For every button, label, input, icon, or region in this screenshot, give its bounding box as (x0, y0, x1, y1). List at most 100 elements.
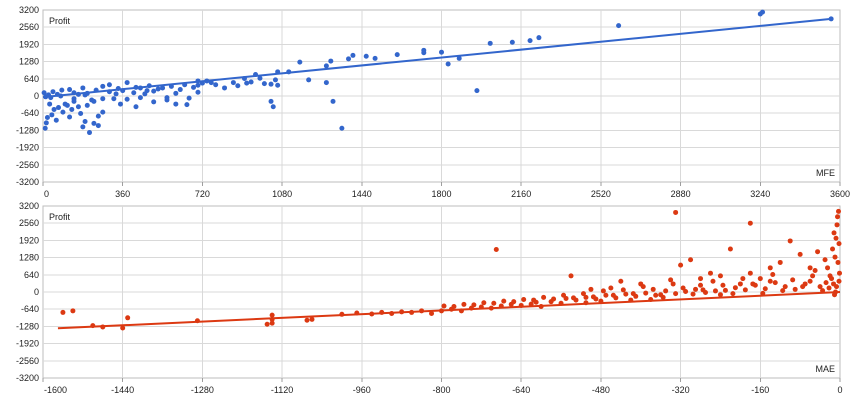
data-point (772, 280, 778, 286)
data-point (47, 101, 53, 107)
data-point (328, 58, 334, 64)
gridlines (43, 10, 840, 182)
data-point (650, 286, 656, 292)
gridlines (43, 206, 840, 378)
y-tick-label: -2560 (16, 356, 39, 366)
data-point (551, 296, 557, 302)
data-point (717, 273, 723, 279)
data-point (244, 80, 250, 86)
y-tick-label: -1920 (16, 143, 39, 153)
data-point (823, 280, 829, 286)
x-tick-marks (42, 378, 841, 382)
x-tick-label: 0 (837, 385, 842, 395)
data-point (78, 110, 84, 116)
data-point (155, 86, 161, 92)
data-point (51, 106, 57, 112)
data-point (429, 311, 435, 316)
data-point (825, 265, 831, 271)
data-point (698, 282, 704, 288)
x-tick-label: -960 (353, 385, 371, 395)
y-tick-label: 1280 (19, 57, 39, 67)
y-tick-label: 1920 (19, 235, 39, 245)
data-point (527, 38, 533, 44)
data-point (80, 85, 86, 91)
data-point (186, 95, 192, 101)
data-point (67, 87, 73, 93)
data-point (160, 85, 166, 91)
data-point (710, 278, 716, 284)
y-tick-label: 3200 (19, 5, 39, 15)
data-point (272, 77, 278, 83)
data-point (790, 277, 796, 283)
data-point (44, 115, 50, 120)
data-point (792, 286, 798, 292)
data-point (91, 120, 97, 126)
y-tick-label: 3200 (19, 201, 39, 211)
x-tick-label: -1600 (44, 385, 67, 395)
data-point (660, 294, 666, 300)
data-point (673, 209, 679, 215)
data-point (742, 287, 748, 293)
data-point (100, 96, 106, 102)
y-tick-labels: 3200 2560 1920 1280 640 0 -640 -1280 -1920 -2560 -… (16, 5, 39, 187)
data-point (767, 278, 773, 284)
x-axis-label: MAE (815, 364, 835, 374)
data-point (304, 317, 310, 323)
data-point (100, 83, 106, 89)
x-tick-label: -160 (751, 385, 769, 395)
x-tick-label: 1440 (352, 189, 372, 199)
y-tick-label: 640 (24, 270, 39, 280)
data-point (117, 101, 123, 107)
data-point (261, 81, 267, 87)
data-point (536, 35, 542, 41)
data-point (807, 278, 813, 284)
x-tick-label: 720 (195, 189, 210, 199)
x-tick-label: -1440 (111, 385, 134, 395)
data-point (698, 276, 704, 282)
data-point (509, 39, 515, 45)
data-point (71, 96, 77, 102)
data-point (668, 277, 674, 283)
data-point (64, 102, 70, 108)
data-point (67, 114, 73, 120)
data-point (474, 88, 480, 94)
x-axis-label: MFE (816, 168, 835, 178)
data-point (630, 291, 636, 297)
data-point (643, 290, 649, 296)
y-tick-label: -1280 (16, 321, 39, 331)
data-point (151, 99, 157, 105)
data-point (767, 265, 773, 271)
data-point (835, 259, 841, 265)
data-point (100, 109, 106, 115)
x-tick-label: 1800 (431, 189, 451, 199)
data-point (618, 278, 624, 284)
data-point (195, 82, 201, 88)
data-point (583, 294, 589, 300)
data-point (268, 98, 274, 104)
data-point (461, 301, 467, 307)
x-tick-label: 2520 (591, 189, 611, 199)
data-point (131, 90, 137, 96)
data-point (833, 235, 839, 241)
y-tick-label: 0 (34, 91, 39, 101)
y-axis-label: Profit (49, 16, 71, 26)
data-point (80, 124, 86, 130)
data-point (834, 222, 840, 228)
data-point (43, 120, 49, 126)
data-point (571, 295, 577, 301)
x-tick-label: 2880 (671, 189, 691, 199)
data-point (350, 52, 356, 58)
data-point (722, 287, 728, 293)
data-point (750, 281, 756, 287)
x-tick-label: 3240 (750, 189, 770, 199)
data-point (120, 325, 126, 331)
data-point (608, 285, 614, 291)
x-tick-labels: -1600 -1440 -1280 -1120 -960 -800 -640 -480 -320… (44, 385, 843, 395)
data-point (339, 125, 345, 131)
data-point (222, 85, 228, 91)
data-point (610, 292, 616, 298)
x-tick-label: -480 (592, 385, 610, 395)
data-point (807, 265, 813, 271)
y-tick-labels: 3200 2560 1920 1280 640 0 -640 -1280 -1920 -2560 -… (16, 201, 39, 383)
x-tick-label: -640 (512, 385, 530, 395)
